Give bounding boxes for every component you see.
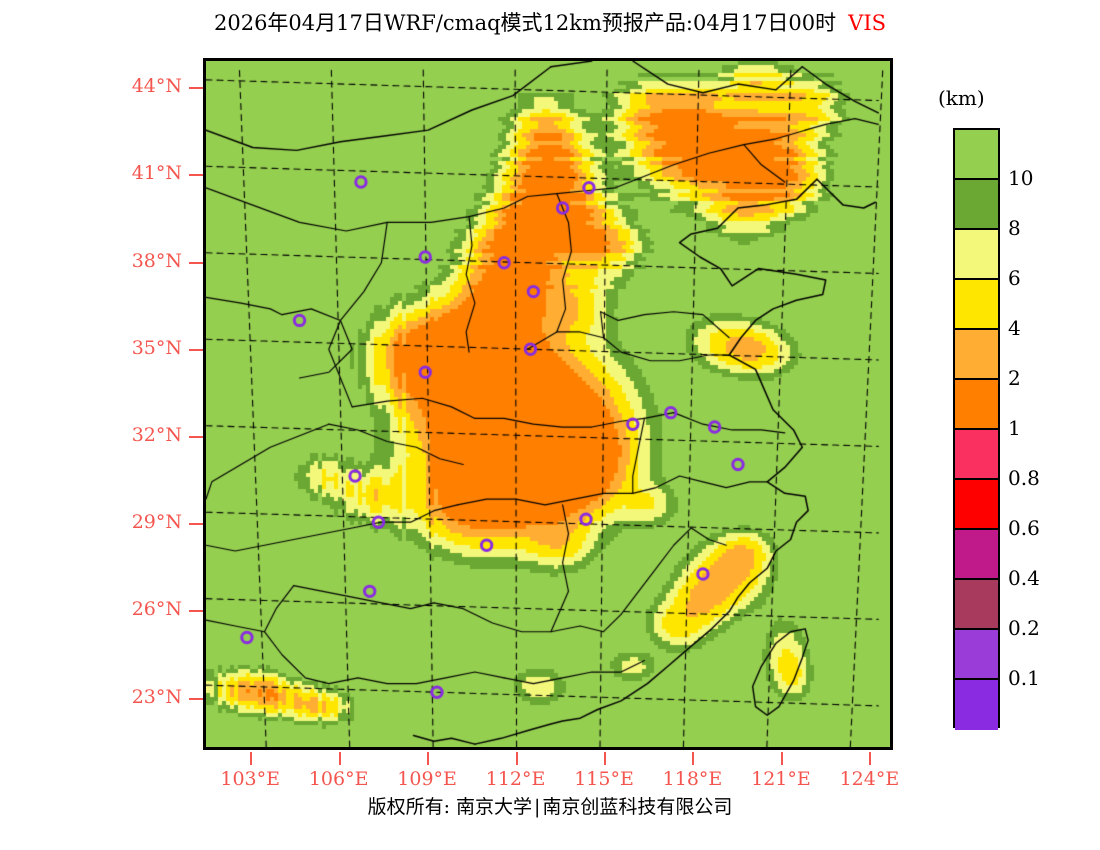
- lon-label-103: 103°E: [220, 768, 280, 790]
- lon-label-109: 109°E: [397, 768, 457, 790]
- colorbar-tick-0.4: 0.4: [1008, 566, 1040, 590]
- title-main-text: 2026年04月17日WRF/cmaq模式12km预报产品:04月17日00时: [213, 11, 837, 35]
- colorbar-band-1: [955, 180, 998, 230]
- lon-tick-124: [869, 752, 872, 765]
- lat-tick-44: [189, 87, 203, 90]
- colorbar-band-4: [955, 330, 998, 380]
- colorbar-unit-label: (km): [938, 86, 985, 110]
- footer-separator: |: [534, 796, 541, 818]
- lon-tick-106: [338, 752, 341, 765]
- page-title: 2026年04月17日WRF/cmaq模式12km预报产品:04月17日00时 V…: [0, 7, 1100, 37]
- colorbar-tick-2: 2: [1008, 366, 1021, 390]
- lon-label-118: 118°E: [662, 768, 723, 790]
- lat-tick-38: [189, 261, 203, 264]
- colorbar-band-8: [955, 530, 998, 580]
- lon-tick-109: [427, 752, 430, 765]
- title-variable-label: VIS: [848, 11, 887, 35]
- colorbar-tick-6: 6: [1008, 266, 1021, 290]
- lon-tick-103: [250, 752, 253, 765]
- lon-label-106: 106°E: [308, 768, 369, 790]
- footer-copyright-text: 版权所有: 南京大学: [367, 796, 533, 818]
- colorbar-tick-10: 10: [1008, 166, 1034, 190]
- lat-label-38: 38°N: [131, 249, 182, 272]
- colorbar-band-9: [955, 580, 998, 630]
- lon-tick-115: [604, 752, 607, 765]
- colorbar[interactable]: [953, 128, 1000, 730]
- lon-label-112: 112°E: [485, 768, 546, 790]
- lat-tick-29: [189, 523, 203, 526]
- colorbar-tick-0.6: 0.6: [1008, 516, 1040, 540]
- lat-tick-32: [189, 435, 203, 438]
- lon-tick-121: [780, 752, 783, 765]
- colorbar-tick-1: 1: [1008, 416, 1021, 440]
- lat-label-26: 26°N: [131, 598, 182, 621]
- colorbar-band-3: [955, 280, 998, 330]
- lat-label-23: 23°N: [131, 685, 182, 708]
- colorbar-band-0: [955, 130, 998, 180]
- colorbar-tick-8: 8: [1008, 216, 1021, 240]
- map-raster-canvas[interactable]: [206, 61, 890, 747]
- lon-tick-112: [515, 752, 518, 765]
- colorbar-tick-0.8: 0.8: [1008, 466, 1040, 490]
- footer-company-text: 南京创蓝科技有限公司: [542, 796, 733, 818]
- lon-label-115: 115°E: [574, 768, 634, 790]
- lat-tick-23: [189, 697, 203, 700]
- lat-label-35: 35°N: [131, 336, 182, 359]
- lat-label-44: 44°N: [131, 75, 182, 98]
- lat-tick-35: [189, 348, 203, 351]
- colorbar-band-5: [955, 380, 998, 430]
- lon-label-121: 121°E: [751, 768, 811, 790]
- footer-copyright: 版权所有: 南京大学 | 南京创蓝科技有限公司: [0, 792, 1100, 819]
- map-plot-area[interactable]: [203, 58, 893, 750]
- lon-label-124: 124°E: [839, 768, 900, 790]
- colorbar-band-6: [955, 430, 998, 480]
- colorbar-tick-0.1: 0.1: [1008, 666, 1040, 690]
- lon-tick-118: [692, 752, 695, 765]
- colorbar-band-11: [955, 680, 998, 730]
- colorbar-tick-0.2: 0.2: [1008, 616, 1040, 640]
- lat-tick-41: [189, 174, 203, 177]
- lat-tick-26: [189, 610, 203, 613]
- colorbar-band-2: [955, 230, 998, 280]
- colorbar-band-7: [955, 480, 998, 530]
- lat-label-41: 41°N: [131, 162, 182, 185]
- colorbar-tick-4: 4: [1008, 316, 1021, 340]
- lat-label-32: 32°N: [131, 423, 182, 446]
- colorbar-band-10: [955, 630, 998, 680]
- lat-label-29: 29°N: [131, 511, 182, 534]
